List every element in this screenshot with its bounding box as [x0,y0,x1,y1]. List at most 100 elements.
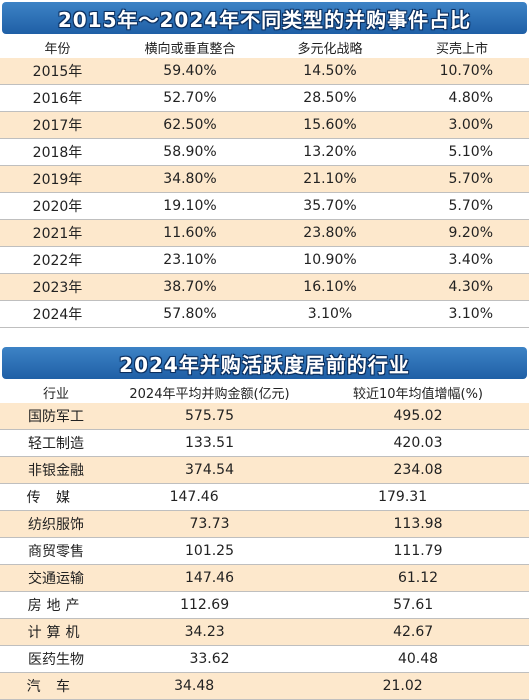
table2-header-industry: 行业 [42,386,69,402]
table1-cell-integration: 38.70% [163,279,217,295]
table1-cell-integration: 59.40% [163,63,217,79]
row-divider [0,564,529,565]
table1-cell-integration: 57.80% [163,306,217,322]
table2-cell-industry: 国防军工 [28,409,84,425]
table2-row: 医药生物 33.62 40.48 [0,646,529,672]
table1-cell-integration: 23.10% [163,252,217,268]
table2-row: 房地产 112.69 57.61 [0,592,529,618]
row-divider [0,672,529,673]
table1-cell-year: 2018年 [32,145,83,161]
table2-cell-industry: 纺织服饰 [28,517,84,533]
table1-cell-year: 2020年 [32,199,83,215]
table1-cell-backdoor-listing: 3.40% [448,252,493,268]
table1-row: 2021年 11.60% 23.80% 9.20% [0,220,529,246]
row-divider [0,537,529,538]
row-divider [0,138,529,139]
table1-cell-diversification: 14.50% [303,63,357,79]
table1-row: 2018年 58.90% 13.20% 5.10% [0,139,529,165]
table1-cell-backdoor-listing: 4.30% [448,279,493,295]
table1-row: 2020年 19.10% 35.70% 5.70% [0,193,529,219]
table1-cell-integration: 52.70% [163,90,217,106]
table1-cell-diversification: 16.10% [303,279,357,295]
table1-cell-backdoor-listing: 5.10% [448,144,493,160]
table2-row: 传媒 147.46 179.31 [0,484,529,510]
table2-cell-industry: 医药生物 [28,652,84,668]
table1-cell-backdoor-listing: 10.70% [439,63,493,79]
table1-header-year: 年份 [44,41,71,57]
table2-cell-increase: 40.48 [397,651,439,667]
table2-cell-industry: 交通运输 [28,571,84,587]
table1-cell-diversification: 23.80% [303,225,357,241]
table1-title-banner: 2015年～2024年不同类型的并购事件占比 [2,2,527,34]
table2-cell-industry: 轻工制造 [28,436,84,452]
table2-row: 轻工制造 133.51 420.03 [0,430,529,456]
table2-header: 行业 2024年平均并购金额(亿元) 较近10年均值增幅(%) [0,381,529,403]
row-divider [0,273,529,274]
table2-cell-amount: 575.75 [185,408,234,424]
table2-cell-industry: 非银金融 [28,463,84,479]
table2-row: 计算机 34.23 42.67 [0,619,529,645]
table2-cell-industry: 传媒 [26,490,86,506]
table1-row: 2016年 52.70% 28.50% 4.80% [0,85,529,111]
table2-cell-increase: 21.02 [382,678,423,694]
table1-cell-backdoor-listing: 4.80% [448,90,493,106]
table1-cell-integration: 34.80% [163,171,217,187]
table1-header-diversification: 多元化战略 [297,41,363,57]
table1-cell-backdoor-listing: 5.70% [448,198,493,214]
table2-cell-increase: 111.79 [393,543,443,559]
table2-row: 国防军工 575.75 495.02 [0,403,529,429]
table1-row: 2019年 34.80% 21.10% 5.70% [0,166,529,192]
table1-row: 2024年 57.80% 3.10% 3.10% [0,301,529,327]
table2-cell-amount: 374.54 [185,462,234,478]
table1-header: 年份 横向或垂直整合 多元化战略 买壳上市 [0,36,529,58]
table2-cell-increase: 113.98 [393,516,443,532]
table2-cell-amount: 101.25 [185,543,234,559]
table2-cell-industry: 房地产 [27,598,85,614]
table2-cell-increase: 57.61 [393,597,434,613]
table1-cell-backdoor-listing: 5.70% [448,171,493,187]
row-divider [0,327,529,328]
table1-cell-backdoor-listing: 3.10% [448,306,493,322]
table2-row: 汽车 34.48 21.02 [0,673,529,699]
table2-cell-increase: 42.67 [393,624,434,640]
table2-cell-increase: 61.12 [397,570,439,586]
table2-cell-increase: 179.31 [378,489,428,505]
row-divider [0,111,529,112]
row-divider [0,591,529,592]
table1-cell-year: 2022年 [32,253,83,269]
row-divider [0,300,529,301]
table1-cell-diversification: 21.10% [303,171,357,187]
table1-cell-diversification: 10.90% [303,252,357,268]
table1-header-integration: 横向或垂直整合 [144,41,236,57]
table2-cell-increase: 234.08 [393,462,443,478]
table2-cell-amount: 112.69 [180,597,230,613]
table1-row: 2023年 38.70% 16.10% 4.30% [0,274,529,300]
table1-row: 2022年 23.10% 10.90% 3.40% [0,247,529,273]
table1-cell-diversification: 28.50% [303,90,357,106]
row-divider [0,84,529,85]
row-divider [0,429,529,430]
table2-cell-amount: 133.51 [185,435,234,451]
table1-row: 2017年 62.50% 15.60% 3.00% [0,112,529,138]
table1-cell-integration: 19.10% [163,198,217,214]
table1-cell-diversification: 35.70% [303,198,357,214]
table2-title-banner: 2024年并购活跃度居前的行业 [2,347,527,379]
table2-cell-amount: 34.23 [184,624,225,640]
table1-cell-year: 2023年 [32,280,83,296]
table1-row: 2015年 59.40% 14.50% 10.70% [0,58,529,84]
table2-cell-amount: 73.73 [189,516,230,532]
table1-cell-diversification: 15.60% [303,117,357,133]
table2-cell-industry: 汽车 [26,679,86,695]
row-divider [0,618,529,619]
table1-cell-integration: 62.50% [163,117,217,133]
table2-cell-amount: 147.46 [169,489,219,505]
table2-row: 商贸零售 101.25 111.79 [0,538,529,564]
table2-cell-increase: 495.02 [393,408,443,424]
table1-title: 2015年～2024年不同类型的并购事件占比 [57,7,472,32]
table1-cell-year: 2021年 [32,226,83,242]
row-divider [0,456,529,457]
row-divider [0,165,529,166]
table2-cell-increase: 420.03 [393,435,443,451]
table1-cell-year: 2019年 [32,172,83,188]
table1-cell-year: 2017年 [32,118,83,134]
